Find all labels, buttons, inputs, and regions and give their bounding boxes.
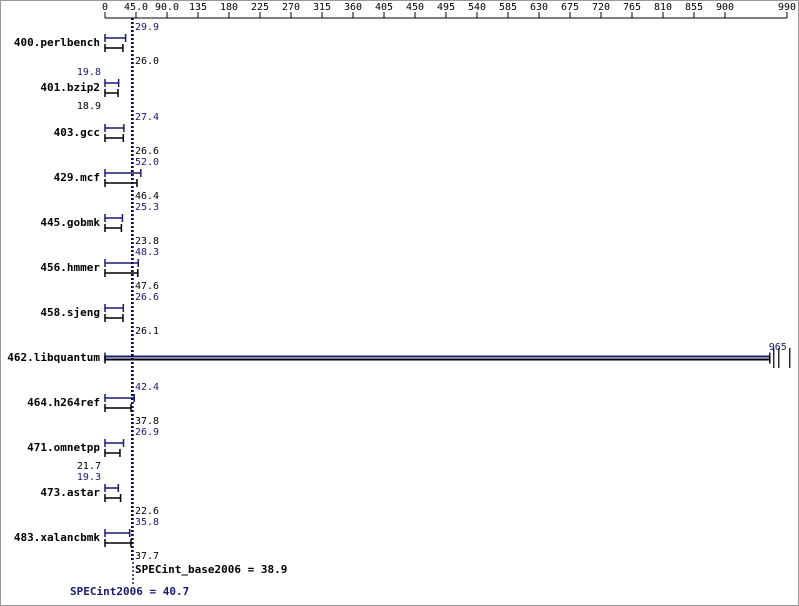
value-label: 22.6 bbox=[135, 506, 159, 517]
value-label: 42.4 bbox=[135, 382, 159, 393]
bar bbox=[104, 449, 121, 457]
category-label: 483.xalancbmk bbox=[14, 531, 100, 544]
value-label: 37.8 bbox=[135, 416, 159, 427]
bar bbox=[104, 529, 131, 537]
bar bbox=[104, 539, 132, 547]
bar bbox=[104, 348, 791, 368]
category-label: 464.h264ref bbox=[27, 396, 100, 409]
x-tick-label: 630 bbox=[530, 2, 548, 13]
value-label: 26.6 bbox=[135, 292, 159, 303]
x-tick-label: 225 bbox=[251, 2, 269, 13]
bar bbox=[104, 494, 122, 502]
x-tick-label: 990 bbox=[778, 2, 796, 13]
value-label: 26.9 bbox=[135, 427, 159, 438]
x-tick-label: 855 bbox=[685, 2, 703, 13]
bar bbox=[104, 484, 120, 492]
value-label: 29.9 bbox=[135, 22, 159, 33]
x-tick-label: 720 bbox=[592, 2, 610, 13]
x-tick-label: 765 bbox=[623, 2, 641, 13]
bar bbox=[104, 224, 123, 232]
summary-label: SPECint_base2006 = 38.9 bbox=[135, 563, 287, 576]
x-tick-label: 270 bbox=[282, 2, 300, 13]
x-tick-label: 45.0 bbox=[124, 2, 148, 13]
summary-label: SPECint2006 = 40.7 bbox=[70, 585, 189, 598]
x-tick-label: 900 bbox=[716, 2, 734, 13]
x-tick-label: 540 bbox=[468, 2, 486, 13]
bar bbox=[104, 269, 139, 277]
category-label: 473.astar bbox=[40, 486, 100, 499]
category-label: 456.hmmer bbox=[40, 261, 100, 274]
x-tick-label: 405 bbox=[375, 2, 393, 13]
category-label: 429.mcf bbox=[54, 171, 100, 184]
value-label: 26.6 bbox=[135, 146, 159, 157]
value-label: 23.8 bbox=[135, 236, 159, 247]
bar bbox=[104, 304, 125, 312]
value-label: 37.7 bbox=[135, 551, 159, 562]
bar bbox=[104, 314, 124, 322]
category-label: 471.omnetpp bbox=[27, 441, 100, 454]
bar bbox=[104, 404, 132, 412]
x-tick-label: 810 bbox=[654, 2, 672, 13]
x-tick-label: 675 bbox=[561, 2, 579, 13]
value-label: 26.1 bbox=[135, 326, 159, 337]
value-label: 26.0 bbox=[135, 56, 159, 67]
bar bbox=[104, 394, 135, 402]
x-tick-label: 90.0 bbox=[155, 2, 179, 13]
category-label: 445.gobmk bbox=[40, 216, 100, 229]
value-label: 52.0 bbox=[135, 157, 159, 168]
value-label: 48.3 bbox=[135, 247, 159, 258]
value-label: 18.9 bbox=[77, 101, 101, 112]
value-label: 19.3 bbox=[77, 472, 101, 483]
value-label: 47.6 bbox=[135, 281, 159, 292]
bar bbox=[104, 79, 120, 87]
x-tick-label: 495 bbox=[437, 2, 455, 13]
category-label: 462.libquantum bbox=[7, 351, 100, 364]
value-label: 19.8 bbox=[77, 67, 101, 78]
x-tick-label: 360 bbox=[344, 2, 362, 13]
bar bbox=[104, 44, 124, 52]
x-tick-label: 450 bbox=[406, 2, 424, 13]
value-label: 46.4 bbox=[135, 191, 159, 202]
bar bbox=[104, 89, 119, 97]
bar bbox=[104, 134, 125, 142]
category-label: 403.gcc bbox=[54, 126, 100, 139]
value-label: 25.3 bbox=[135, 202, 159, 213]
bar bbox=[104, 124, 125, 132]
x-tick-label: 0 bbox=[102, 2, 108, 13]
x-tick-label: 585 bbox=[499, 2, 517, 13]
value-label: 965 bbox=[769, 342, 787, 353]
bar bbox=[104, 214, 124, 222]
category-label: 400.perlbench bbox=[14, 36, 100, 49]
bar bbox=[104, 439, 125, 447]
bar bbox=[104, 34, 127, 42]
x-tick-label: 180 bbox=[220, 2, 238, 13]
bar bbox=[104, 169, 142, 177]
category-label: 458.sjeng bbox=[40, 306, 100, 319]
value-label: 27.4 bbox=[135, 112, 159, 123]
x-tick-label: 135 bbox=[189, 2, 207, 13]
value-label: 21.7 bbox=[77, 461, 101, 472]
x-tick-label: 315 bbox=[313, 2, 331, 13]
value-label: 35.8 bbox=[135, 517, 159, 528]
category-label: 401.bzip2 bbox=[40, 81, 100, 94]
